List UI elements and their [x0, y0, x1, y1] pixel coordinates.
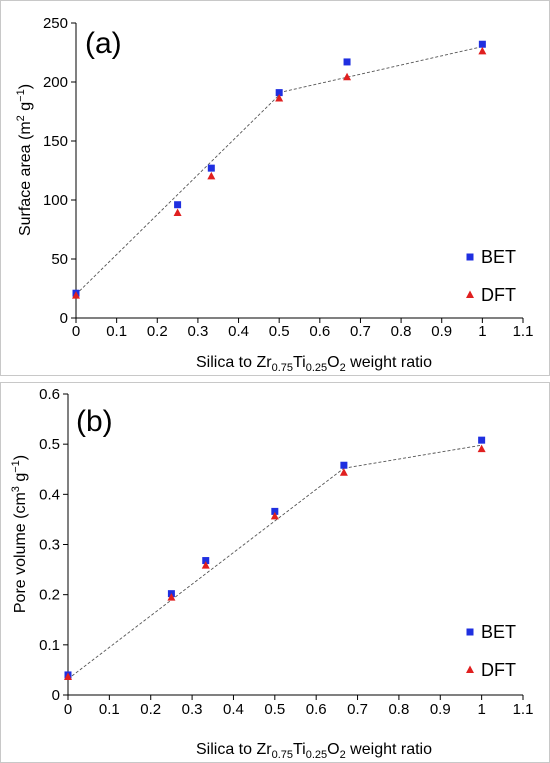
panel-label: (a) [85, 27, 122, 60]
legend-bet-label: BET [481, 247, 516, 267]
y-tick-label: 0 [60, 310, 68, 327]
dft-point [343, 72, 352, 81]
dft-point [201, 561, 210, 569]
x-tick-label: 0.2 [140, 701, 161, 718]
dft-point [173, 208, 182, 216]
y-tick-label: 250 [43, 15, 68, 32]
y-tick-label: 0.3 [39, 537, 60, 554]
dft-point [72, 291, 80, 299]
x-tick-label: 0.4 [228, 323, 249, 340]
x-tick-label: 1 [478, 323, 486, 340]
panel-label: (b) [76, 405, 113, 438]
bet-point [275, 89, 283, 97]
legend-bet-label: BET [481, 622, 516, 642]
x-tick-label: 0 [72, 323, 80, 340]
x-tick-label: 0.6 [306, 701, 327, 718]
x-tick-label: 0.3 [182, 701, 203, 718]
x-tick-label: 0.9 [430, 701, 451, 718]
chart-panel-a: (a) Silica to Zr0.75Ti0.25O2 weight rati… [0, 0, 550, 376]
dft-point [477, 444, 486, 453]
y-tick-label: 0 [52, 687, 60, 704]
chart-b: (b) Silica to Zr0.75Ti0.25O2 weight rati… [10, 386, 534, 761]
dft-point [339, 468, 348, 476]
bet-point [340, 461, 348, 469]
x-tick-label: 0.5 [264, 701, 285, 718]
x-tick-label: 0.4 [223, 701, 244, 718]
dft-point [478, 46, 487, 55]
y-tick-label: 0.2 [39, 587, 60, 604]
x-tick-label: 0.5 [269, 323, 290, 340]
bet-point [207, 164, 215, 172]
x-tick-label: 0.8 [388, 701, 409, 718]
y-tick-label: 50 [51, 251, 68, 268]
x-tick-label: 0.1 [106, 323, 127, 340]
y-tick-label: 200 [43, 74, 68, 91]
y-tick-label: 0.6 [39, 386, 60, 403]
x-tick-label: 1 [477, 701, 485, 718]
dft-point [275, 94, 284, 102]
dft-point [167, 593, 176, 601]
x-tick-label: 0.6 [309, 323, 330, 340]
chart-panel-b: (b) Silica to Zr0.75Ti0.25O2 weight rati… [0, 382, 550, 763]
bet-point [478, 436, 486, 444]
trend-line [67, 467, 345, 680]
trend-line [343, 444, 482, 469]
x-axis-title: Silica to Zr0.75Ti0.25O2 weight ratio [196, 741, 432, 761]
bet-point [343, 58, 351, 66]
trend-line [279, 46, 483, 94]
dft-point [207, 171, 216, 180]
bet-point [202, 557, 210, 565]
legend-bet-marker [466, 628, 474, 636]
x-tick-label: 0.2 [147, 323, 168, 340]
bet-point [271, 507, 279, 515]
x-tick-label: 0 [64, 701, 72, 718]
x-tick-label: 0.1 [99, 701, 120, 718]
dft-point [270, 511, 279, 520]
y-tick-label: 100 [43, 192, 68, 209]
x-axis-title: Silica to Zr0.75Ti0.25O2 weight ratio [196, 354, 432, 374]
y-axis-title: Surface area (m2 g−1) [15, 84, 34, 236]
chart-a: (a) Silica to Zr0.75Ti0.25O2 weight rati… [15, 15, 534, 374]
trend-line [75, 94, 280, 295]
x-tick-label: 0.8 [391, 323, 412, 340]
y-tick-label: 0.4 [39, 486, 60, 503]
x-tick-label: 0.3 [187, 323, 208, 340]
legend-dft-marker [466, 290, 474, 298]
legend-dft-label: DFT [481, 285, 516, 305]
dft-point [64, 672, 72, 680]
y-tick-label: 150 [43, 133, 68, 150]
legend-dft-marker [466, 665, 474, 673]
legend-dft-label: DFT [481, 660, 516, 680]
y-tick-label: 0.5 [39, 436, 60, 453]
y-tick-label: 0.1 [39, 637, 60, 654]
x-tick-label: 1.1 [513, 323, 534, 340]
legend-bet-marker [466, 253, 474, 261]
bet-point [478, 40, 486, 48]
y-axis-title: Pore volume (cm3 g−1) [10, 455, 29, 613]
bet-point [174, 201, 182, 209]
x-tick-label: 1.1 [513, 701, 534, 718]
x-tick-label: 0.7 [350, 323, 371, 340]
x-tick-label: 0.9 [431, 323, 452, 340]
x-tick-label: 0.7 [347, 701, 368, 718]
